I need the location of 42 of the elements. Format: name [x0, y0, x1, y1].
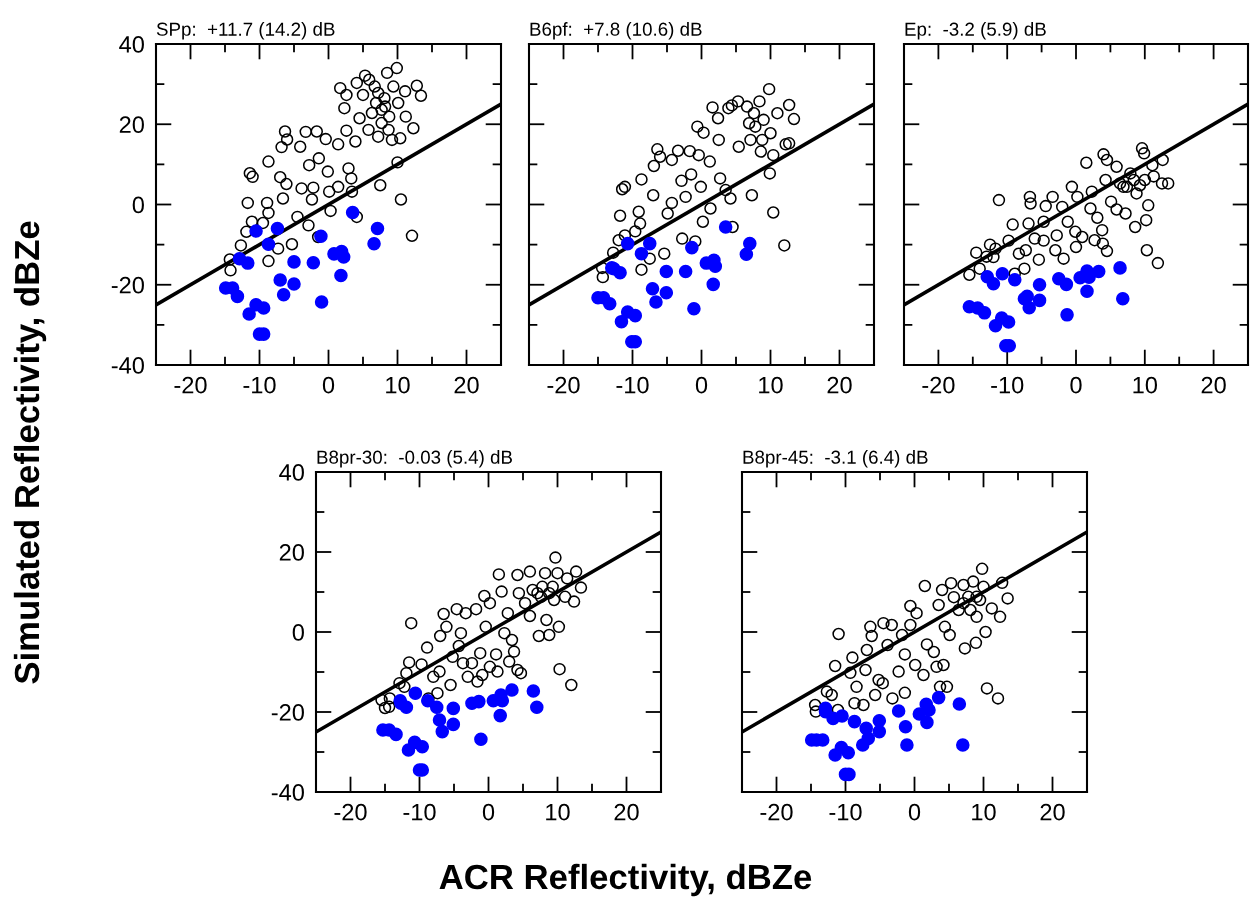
x-tick-label: -10 [243, 376, 276, 394]
x-tick-label: 20 [1040, 803, 1065, 821]
y-tick-label: -40 [271, 784, 304, 801]
x-axis-title: ACR Reflectivity, dBZe [439, 863, 812, 897]
x-tick-label: 0 [1070, 376, 1082, 394]
x-tick-label: 10 [546, 803, 570, 821]
x-tick-label: 0 [908, 803, 921, 821]
chart-title: SPp: +11.7 (14.2) dB [156, 22, 335, 40]
x-tick-label: 0 [322, 376, 335, 394]
x-tick-label: 0 [482, 803, 495, 821]
chart-title: Ep: -3.2 (5.9) dB [905, 22, 1046, 40]
x-tick-label: -10 [829, 803, 862, 821]
x-tick-label: 10 [1133, 376, 1158, 394]
x-tick-label: 20 [827, 376, 852, 394]
y-tick-label: 0 [132, 196, 144, 214]
chart-title: B8pr-30: -0.03 (5.4) dB [317, 450, 512, 468]
x-tick-label: 20 [1201, 376, 1226, 394]
chart-title: B8pr-45: -3.1 (6.4) dB [743, 450, 928, 468]
x-tick-label: 10 [386, 376, 410, 394]
x-tick-label: -10 [616, 376, 649, 394]
x-tick-label: 10 [972, 803, 996, 821]
x-tick-label: -20 [334, 803, 367, 821]
x-tick-label: 0 [695, 376, 708, 394]
x-tick-label: 10 [759, 376, 783, 394]
y-tick-label: -40 [111, 357, 144, 374]
y-tick-label: 40 [119, 36, 144, 53]
y-tick-label: 40 [279, 464, 304, 481]
y-tick-label: 0 [292, 624, 304, 641]
x-tick-label: -20 [174, 376, 207, 394]
y-tick-label: 20 [119, 116, 144, 134]
y-tick-label: -20 [111, 276, 144, 294]
x-tick-label: -20 [760, 803, 793, 821]
y-axis-title: Simulated Reflectivity, dBZe [13, 221, 47, 684]
y-tick-label: -20 [271, 704, 304, 721]
chart-title: B6pf: +7.8 (10.6) dB [530, 22, 702, 40]
x-tick-label: 20 [614, 803, 639, 821]
x-tick-label: -10 [403, 803, 436, 821]
x-tick-label: -20 [922, 376, 955, 394]
x-tick-label: 20 [454, 376, 479, 394]
x-tick-label: -20 [547, 376, 580, 394]
y-tick-label: 20 [279, 544, 304, 561]
x-tick-label: -10 [991, 376, 1024, 394]
